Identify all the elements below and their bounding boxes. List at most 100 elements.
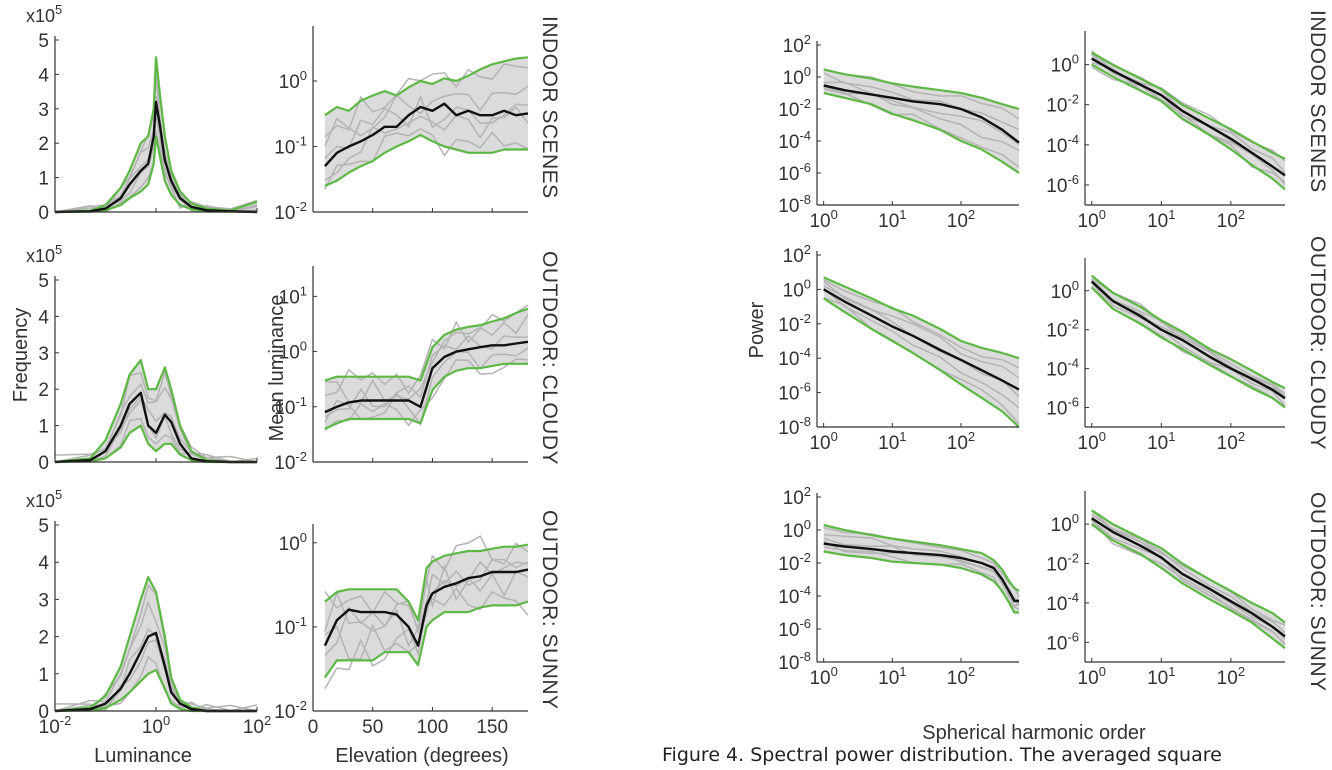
lower-series-line	[54, 669, 257, 713]
y-tick-label: 4	[38, 307, 49, 328]
x-tick-label: 100	[142, 713, 170, 738]
mean-series-line	[54, 631, 257, 713]
scene-curve	[54, 655, 257, 712]
harmonic-order-axis-label: Spherical harmonic order	[922, 722, 1146, 744]
y-tick-label: 2	[38, 134, 49, 155]
x-tick-label: 101	[1147, 207, 1175, 232]
scene-curve	[1091, 278, 1286, 395]
y-tick-label: 100	[279, 530, 307, 555]
panel-elev-indoor: 10-2 10-1 100	[274, 26, 529, 224]
lower-series-line	[823, 550, 1019, 614]
y-multiplier-label: x105	[26, 487, 62, 511]
scene-curve	[324, 304, 529, 397]
scene-curve	[823, 72, 1020, 131]
mean-luminance-axis-label: Mean luminance	[266, 295, 288, 442]
x-tick-label: 10-2	[39, 713, 72, 738]
scene-spread-band	[55, 577, 257, 711]
scene-spread-band	[324, 308, 528, 429]
panel-power-cloudy-right: 10-6 10-4 10-2 100 100 101 102	[1046, 258, 1286, 454]
y-tick-label: 10-6	[1046, 395, 1079, 420]
upper-series-line	[324, 56, 529, 117]
scene-curve	[324, 347, 529, 426]
y-tick-label: 100	[1051, 511, 1079, 536]
upper-series-line	[823, 276, 1020, 360]
y-tick-label: 10-2	[778, 550, 811, 575]
y-tick-label: 10-4	[778, 345, 811, 370]
scene-curve	[823, 280, 1020, 379]
elevation-axis-label: Elevation (degrees)	[335, 745, 508, 767]
scene-curve	[324, 85, 529, 147]
y-multiplier-label: x105	[26, 242, 62, 266]
x-tick-label: 102	[947, 664, 975, 689]
x-tick-label: 102	[947, 207, 975, 232]
x-tick-label: 100	[417, 717, 449, 738]
power-axis-label: Power	[746, 301, 768, 358]
mean-series-line	[324, 102, 529, 168]
scene-curve	[1091, 278, 1286, 398]
y-tick-label: 100	[783, 517, 811, 542]
mean-series-line	[1090, 280, 1286, 400]
scene-spread-band	[1091, 275, 1285, 408]
y-tick-label: 101	[279, 283, 307, 308]
x-tick-label: 102	[1217, 664, 1245, 689]
y-tick-label: 10-4	[1046, 132, 1079, 157]
mean-series-line	[1091, 57, 1286, 177]
x-tick-label: 100	[1078, 207, 1106, 232]
scene-curve	[324, 94, 529, 159]
panel-hist-cloudy: 0 1 2 3 4 5 x105	[26, 242, 258, 474]
y-tick-label: 10-2	[1046, 550, 1079, 575]
y-tick-label: 10-4	[1046, 356, 1079, 381]
frequency-axis-label: Frequency	[10, 308, 32, 403]
mean-series-line	[823, 84, 1020, 144]
y-tick-label: 10-6	[1046, 629, 1079, 654]
y-tick-label: 10-2	[274, 698, 307, 723]
x-tick-label: 101	[878, 664, 906, 689]
scene-curve	[823, 81, 1020, 146]
upper-series-line	[823, 523, 1020, 592]
x-tick-label: 100	[1078, 664, 1106, 689]
lower-series-line	[324, 133, 528, 187]
y-tick-label: 10-2	[1046, 317, 1079, 342]
y-tick-label: 10-4	[1046, 590, 1079, 615]
scene-spread-band	[55, 360, 257, 462]
upper-series-line	[1091, 51, 1286, 160]
y-tick-label: 10-6	[778, 616, 811, 641]
lower-series-line	[1091, 63, 1286, 191]
y-tick-label: 10-4	[778, 583, 811, 608]
y-tick-label: 10-1	[274, 614, 307, 639]
x-tick-label: 101	[878, 429, 906, 454]
row-label-cloudy-right: OUTDOOR: CLOUDY	[1306, 236, 1329, 450]
x-tick-label: 102	[243, 713, 271, 738]
y-tick-label: 1	[38, 665, 49, 686]
lower-series-line	[823, 91, 1020, 174]
panel-hist-sunny: 0 1 2 3 4 5 10-2 100 102 x105	[26, 487, 271, 738]
y-tick-label: 10-1	[274, 394, 307, 419]
y-tick-label: 10-1	[274, 133, 307, 158]
x-tick-label: 102	[947, 429, 975, 454]
scene-curve	[324, 535, 529, 632]
panel-power-sunny-right: 10-6 10-4 10-2 100 100 101 102	[1046, 491, 1286, 689]
mean-series-line	[823, 542, 1019, 603]
row-label-sunny: OUTDOOR: SUNNY	[538, 510, 561, 710]
mean-series-line	[1091, 517, 1286, 638]
row-label-indoor-right: INDOOR SCENES	[1306, 10, 1329, 193]
luminance-axis-label: Luminance	[94, 745, 192, 767]
y-tick-label: 100	[783, 276, 811, 301]
upper-series-line	[54, 56, 258, 214]
panel-elev-sunny: 10-2 10-1 100 0 50 100 150	[274, 524, 529, 738]
lower-series-line	[1091, 523, 1286, 650]
x-tick-label: 101	[1147, 664, 1175, 689]
mean-series-line	[323, 568, 529, 647]
row-label-sunny-right: OUTDOOR: SUNNY	[1306, 492, 1329, 692]
y-tick-label: 4	[38, 65, 49, 86]
lower-series-line	[823, 297, 1020, 428]
scene-curve	[1091, 66, 1286, 183]
scene-curve	[1091, 519, 1286, 646]
x-tick-label: 100	[809, 207, 837, 232]
y-tick-label: 102	[783, 484, 811, 509]
figure-caption: Figure 4. Spectral power distribution. T…	[662, 744, 1222, 766]
mean-series-line	[324, 340, 529, 414]
x-tick-label: 102	[1217, 429, 1245, 454]
scene-curve	[823, 279, 1020, 369]
